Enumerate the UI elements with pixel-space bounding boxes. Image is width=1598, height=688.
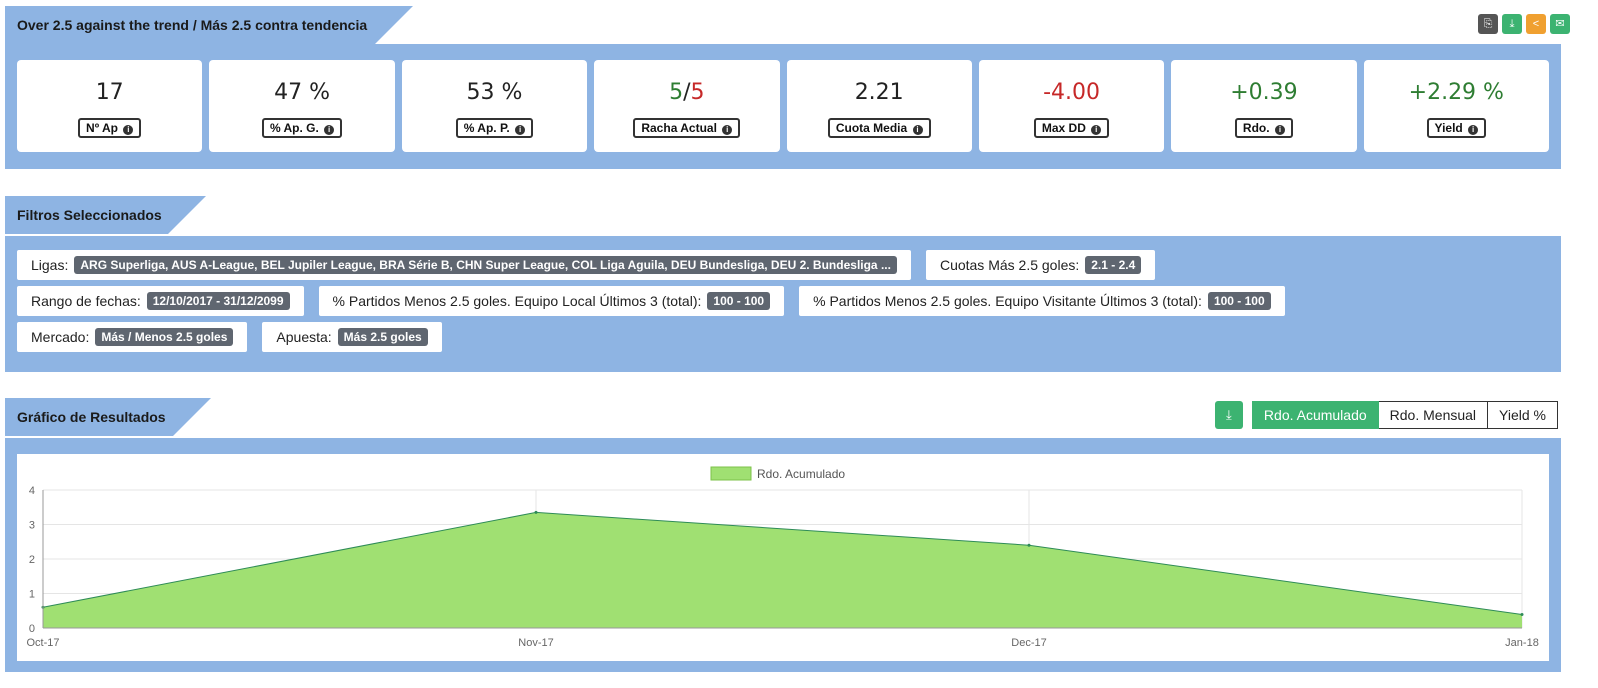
stat-card-cuota: 2.21 Cuota Media i [786,60,972,152]
x-tick-label: Jan-18 [1505,637,1539,649]
filter-badge: 100 - 100 [1207,292,1271,310]
info-icon: i [123,125,134,135]
email-icon[interactable]: ✉ [1550,14,1570,34]
info-icon: i [1468,125,1479,135]
stat-label-text: % Ap. G. [269,121,319,135]
x-tick-label: Dec-17 [1011,637,1046,649]
filter-badge: Más / Menos 2.5 goles [95,328,234,346]
filters-panel: Ligas: ARG Superliga, AUS A-League, BEL J… [5,236,1561,372]
stat-value: 17 [95,80,124,105]
stat-value: 2.21 [854,80,904,105]
filter-label: Apuesta: [276,329,332,345]
filter-visitante: % Partidos Menos 2.5 goles. Equipo Visit… [799,286,1285,316]
racha-separator: / [683,80,691,105]
y-tick-label: 2 [29,554,35,566]
legend-swatch [710,466,752,481]
info-icon: i [912,125,923,135]
stat-label[interactable]: Cuota Media i [827,118,931,138]
info-icon: i [1274,125,1285,135]
y-tick-label: 0 [29,623,35,635]
stats-row: 17 Nº Ap i 47 % % Ap. G. i 53 % % Ap. P.… [5,44,1561,166]
stat-label[interactable]: Nº Ap i [78,118,142,138]
racha-wins: 5 [669,80,684,105]
info-icon: i [722,125,733,135]
filter-cuotas: Cuotas Más 2.5 goles: 2.1 - 2.4 [925,250,1156,280]
chart-download-icon[interactable]: ⤓ [1214,401,1243,429]
stat-card-ap-p: 53 % % Ap. P. i [401,60,588,152]
share-icon[interactable]: < [1526,14,1546,34]
data-point [1027,543,1031,547]
page-title: Over 2.5 against the trend / Más 2.5 con… [5,6,413,44]
filter-apuesta: Apuesta: Más 2.5 goles [262,322,442,352]
results-chart: 0 1 2 3 4 Oct-17 Nov-17 Dec-17 Jan-18 Rdo. Acumul… [26,466,1539,649]
stat-value: 53 % [466,80,523,105]
stat-label-text: Rdo. [1242,121,1270,135]
stat-label-text: Cuota Media [835,121,908,135]
download-icon[interactable]: ⤓ [1502,14,1522,34]
chart-toolbar: ⤓ Rdo. Acumulado Rdo. Mensual Yield % [1214,401,1558,429]
series-line [42,511,1523,616]
y-tick-label: 3 [29,520,35,532]
filter-label: Cuotas Más 2.5 goles: [939,257,1080,273]
y-tick-label: 1 [29,589,35,601]
data-point [1520,613,1524,617]
stat-value: +0.39 [1230,80,1298,105]
x-tick-label: Oct-17 [26,637,59,649]
y-tick-label: 4 [29,485,35,497]
filter-label: Rango de fechas: [31,293,141,309]
filter-ligas: Ligas: ARG Superliga, AUS A-League, BEL J… [17,250,911,280]
info-icon: i [324,125,335,135]
stat-card-yield: +2.29 % Yield i [1363,60,1549,152]
stat-label[interactable]: Rdo. i [1234,118,1293,138]
data-point [534,510,538,514]
filter-badge: 2.1 - 2.4 [1085,256,1142,274]
filter-label: % Partidos Menos 2.5 goles. Equipo Visit… [813,293,1202,309]
series-area [43,512,1522,628]
filter-local: % Partidos Menos 2.5 goles. Equipo Local… [318,286,785,316]
filter-badge: Más 2.5 goles [337,328,428,346]
stat-label[interactable]: % Ap. G. i [261,118,343,138]
stat-label[interactable]: Racha Actual i [633,118,741,138]
stats-panel: 17 Nº Ap i 47 % % Ap. G. i 53 % % Ap. P.… [5,44,1561,169]
stat-card-num-ap: 17 Nº Ap i [17,60,203,152]
stat-value: +2.29 % [1408,80,1504,105]
stat-label-text: % Ap. P. [463,121,510,135]
info-icon: i [1091,125,1102,135]
legend-label: Rdo. Acumulado [757,467,845,481]
btn-rdo-mensual[interactable]: Rdo. Mensual [1378,401,1489,429]
filters-title: Filtros Seleccionados [5,196,206,234]
filter-label: % Partidos Menos 2.5 goles. Equipo Local… [332,293,702,309]
stat-card-ap-g: 47 % % Ap. G. i [209,60,395,152]
stat-value: -4.00 [1043,80,1101,105]
stat-label[interactable]: Yield i [1426,118,1487,138]
filter-label: Ligas: [31,257,69,273]
stat-card-racha: 5/5 Racha Actual i [594,60,780,152]
stat-label[interactable]: Max DD i [1033,118,1110,138]
btn-rdo-acumulado[interactable]: Rdo. Acumulado [1251,401,1379,429]
stat-card-rdo: +0.39 Rdo. i [1171,60,1357,152]
racha-total: 5 [690,80,705,105]
stat-label[interactable]: % Ap. P. i [455,118,534,138]
stat-label-text: Nº Ap [86,121,118,135]
chart-container: 0 1 2 3 4 Oct-17 Nov-17 Dec-17 Jan-18 Rdo. Acumul… [17,454,1549,661]
copy-icon[interactable]: ⎘ [1478,14,1498,34]
filter-badge: ARG Superliga, AUS A-League, BEL Jupiler… [74,256,897,274]
stat-card-maxdd: -4.00 Max DD i [978,60,1165,152]
x-tick-label: Nov-17 [518,637,553,649]
info-icon: i [515,125,526,135]
filter-mercado: Mercado: Más / Menos 2.5 goles [17,322,248,352]
results-title: Gráfico de Resultados [5,398,211,436]
stat-value: 47 % [274,80,331,105]
stat-label-text: Max DD [1041,121,1086,135]
filter-badge: 100 - 100 [707,292,771,310]
stat-value: 5/5 [594,80,779,108]
btn-yield[interactable]: Yield % [1488,401,1558,429]
filter-label: Mercado: [31,329,90,345]
filter-rango: Rango de fechas: 12/10/2017 - 31/12/2099 [17,286,304,316]
header-toolbar: ⎘ ⤓ < ✉ [1478,14,1570,34]
filter-badge: 12/10/2017 - 31/12/2099 [146,292,290,310]
stat-label-text: Racha Actual [641,121,717,135]
stat-label-text: Yield [1434,121,1463,135]
